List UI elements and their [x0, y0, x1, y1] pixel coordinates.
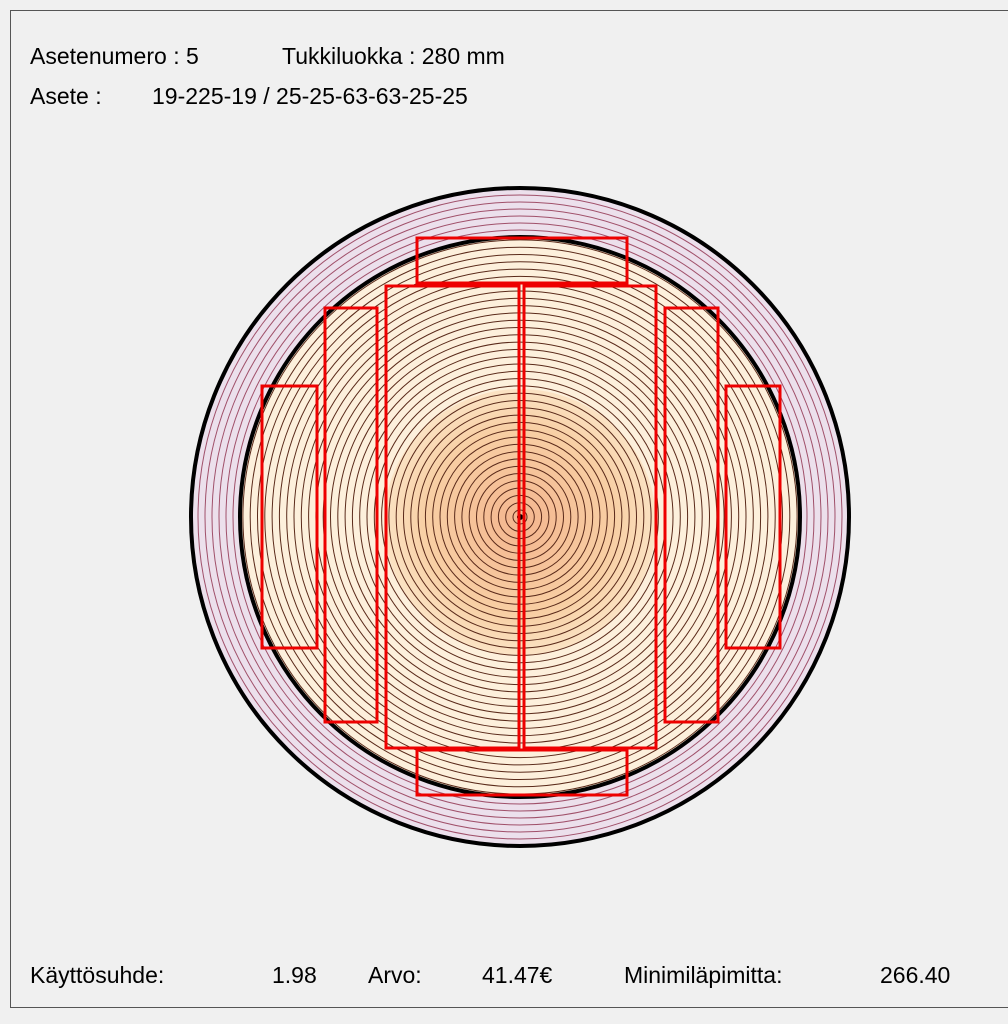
diameter-value: 266.40	[880, 962, 950, 988]
usage-label: Käyttösuhde:	[30, 962, 164, 988]
usage-value: 1.98	[272, 962, 317, 988]
set-number: Asetenumero : 5	[30, 43, 199, 69]
value-value: 41.47€	[482, 962, 553, 988]
pattern: 19-225-19 / 25-25-63-63-25-25	[152, 83, 468, 109]
pattern-label: Asete :	[30, 83, 102, 109]
value-label: Arvo:	[368, 962, 422, 988]
diameter-label: Minimiläpimitta:	[624, 962, 782, 988]
log-class: Tukkiluokka : 280 mm	[282, 43, 505, 69]
